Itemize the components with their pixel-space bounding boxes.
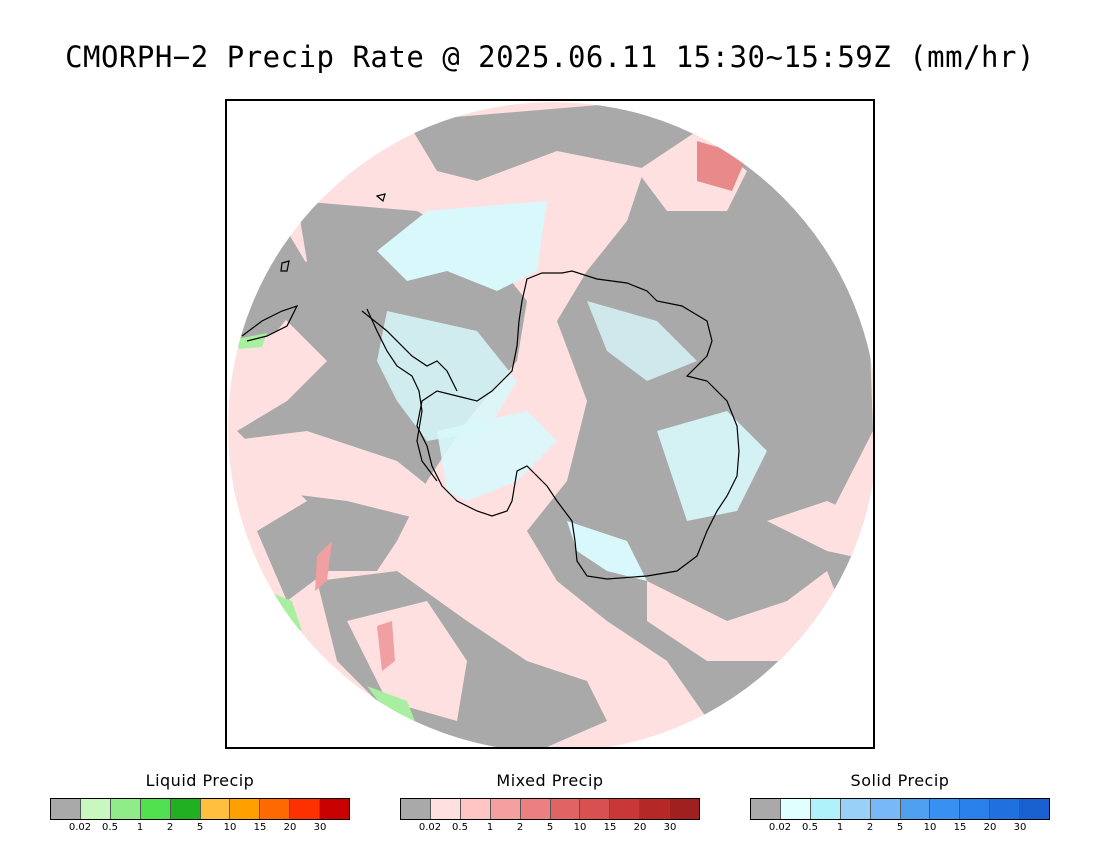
polar-precip-map [225,99,875,749]
legend-solid-precip: Solid Precip 0.02 0.5 1 2 5 10 15 20 30 [750,770,1050,834]
legend-tick-label: 20 [283,822,297,833]
legend-tick-label: 15 [253,822,267,833]
legend-swatch [900,799,931,819]
legend-swatch [640,799,671,819]
legend-tick-label: 5 [546,822,554,833]
solid-precip-area [377,201,547,291]
legend-tick-label: 2 [866,822,874,833]
south-america-tip-coastline [241,304,299,342]
legend-swatch [110,799,141,819]
legend-swatch [990,799,1021,819]
legend-swatch [580,799,611,819]
solid-precip-area [567,521,647,581]
legend-tick-label: 0.02 [418,822,442,833]
no-precip-area [407,102,697,181]
mixed-precip-moderate [377,621,395,671]
legend-tick-label: 10 [573,822,587,833]
legend-tick-label: 0.02 [768,822,792,833]
legend-swatch [550,799,581,819]
solid-precip-area [587,301,697,381]
legend-swatch [200,799,231,819]
legend-swatch [751,799,781,819]
legend-ticks: 0.02 0.5 1 2 5 10 15 20 30 [50,820,350,834]
chart-title: CMORPH−2 Precip Rate @ 2025.06.11 15:30~… [65,40,1035,74]
legend-ticks: 0.02 0.5 1 2 5 10 15 20 30 [400,820,700,834]
legend-tick-label: 15 [603,822,617,833]
legend-swatch [51,799,81,819]
legend-tick-label: 10 [223,822,237,833]
map-canvas [227,101,873,747]
mixed-precip-band [427,531,487,571]
legend-tick-label: 30 [313,822,327,833]
legend-swatch [430,799,461,819]
legend-tick-label: 20 [633,822,647,833]
legend-tick-label: 5 [896,822,904,833]
legend-swatch [140,799,171,819]
legend-liquid-precip: Liquid Precip 0.02 0.5 1 2 5 10 15 20 30 [50,770,350,834]
mixed-precip-band [347,601,467,721]
legend-swatch [670,799,700,819]
legend-tick-label: 1 [486,822,494,833]
solid-precip-area [377,311,517,441]
legend-tick-label: 5 [196,822,204,833]
legend-tick-label: 2 [166,822,174,833]
legend-tick-label: 0.5 [452,822,468,833]
island-coastline [375,193,386,203]
legend-swatch [290,799,321,819]
mixed-precip-band [767,501,873,561]
mixed-precip-band [647,571,847,661]
legend-tick-label: 0.02 [68,822,92,833]
legend-title: Solid Precip [850,771,950,790]
mixed-precip-moderate [315,541,332,591]
legend-mixed-precip: Mixed Precip 0.02 0.5 1 2 5 10 15 20 30 [400,770,700,834]
legend-tick-label: 0.5 [102,822,118,833]
island-coastline [280,260,290,272]
legend-swatch [930,799,961,819]
legend-tick-label: 30 [1013,822,1027,833]
legend-swatch [170,799,201,819]
legend-tick-label: 15 [953,822,967,833]
legend-swatch [320,799,350,819]
solid-precip-area [437,411,557,501]
legend-swatch [960,799,991,819]
antarctic-peninsula-coastline [361,310,458,392]
legend-tick-label: 0.5 [802,822,818,833]
legend-swatch [810,799,841,819]
legend-title: Mixed Precip [496,771,604,790]
legend-tick-label: 2 [516,822,524,833]
legend-tick-label: 20 [983,822,997,833]
coastlines [241,193,740,580]
mixed-precip-band [228,431,447,521]
legend-swatch [80,799,111,819]
legend-color-bar [50,798,350,820]
solid-precip-area [657,411,767,521]
legend-swatch [230,799,261,819]
legend-swatch [260,799,291,819]
legend-swatch [460,799,491,819]
legend-swatch [1020,799,1050,819]
legend-color-bar [400,798,700,820]
legend-swatch [490,799,521,819]
no-precip-area [237,201,527,601]
legend-tick-label: 1 [136,822,144,833]
legend-tick-label: 10 [923,822,937,833]
legend-swatch [520,799,551,819]
legend-ticks: 0.02 0.5 1 2 5 10 15 20 30 [750,820,1050,834]
liquid-precip-area [367,686,417,726]
precip-field [228,102,873,747]
legend-swatch [610,799,641,819]
legend-swatch [840,799,871,819]
legend-tick-label: 30 [663,822,677,833]
antarctica-coastline [416,270,740,580]
legend-swatch [401,799,431,819]
legend-swatch [780,799,811,819]
legend-title: Liquid Precip [145,771,255,790]
legend-tick-label: 1 [836,822,844,833]
liquid-precip-area [237,333,267,349]
peninsula-west-coastline [366,308,438,482]
legend-swatch [870,799,901,819]
legend-color-bar [750,798,1050,820]
